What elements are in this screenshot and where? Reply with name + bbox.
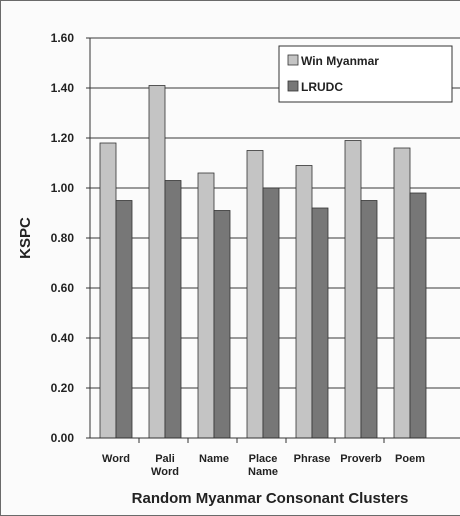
bar-lrudc	[115, 200, 133, 439]
y-tick-label: 0.40	[51, 331, 75, 345]
y-tick-label: 0.00	[51, 431, 75, 445]
bar-lrudc	[164, 180, 182, 439]
bar-lrudc	[262, 187, 280, 439]
bar-lrudc	[311, 207, 329, 439]
y-axis-title: KSPC	[17, 217, 34, 259]
x-tick-label: Phrase	[294, 453, 331, 465]
legend-swatch-win-myanmar	[287, 54, 299, 66]
x-tick-label: Word	[102, 453, 130, 465]
x-tick-label: Name	[248, 466, 278, 478]
bar-win-myanmar	[393, 147, 411, 439]
bar-win-myanmar	[197, 172, 215, 439]
legend-box	[278, 45, 453, 103]
x-tick-label: Pali	[155, 453, 175, 465]
bar-win-myanmar	[99, 142, 117, 439]
x-tick-label: Poem	[395, 453, 425, 465]
x-axis-title: Random Myanmar Consonant Clusters	[132, 490, 409, 507]
y-tick-label: 1.00	[51, 181, 75, 195]
y-tick-label: 0.20	[51, 381, 75, 395]
bar-win-myanmar	[246, 150, 264, 439]
legend-label-lrudc: LRUDC	[301, 80, 343, 94]
bar-win-myanmar	[148, 85, 166, 439]
legend-swatch-lrudc	[287, 80, 299, 92]
legend-label-win-myanmar: Win Myanmar	[301, 54, 379, 68]
x-tick-label: Name	[199, 453, 229, 465]
bar-lrudc	[409, 192, 427, 439]
y-tick-label: 1.20	[51, 131, 75, 145]
bar-win-myanmar	[295, 165, 313, 439]
x-tick-label: Place	[249, 453, 278, 465]
x-tick-label: Word	[151, 466, 179, 478]
x-tick-label: Proverb	[340, 453, 382, 465]
legend: Win Myanmar LRUDC	[278, 45, 453, 103]
bar-lrudc	[213, 210, 231, 439]
y-tick-label: 1.60	[51, 31, 75, 45]
y-tick-labels: 0.00 0.20 0.40 0.60 0.80 1.00 1.20 1.40 1.60	[51, 31, 90, 445]
bars	[99, 85, 427, 439]
y-tick-label: 1.40	[51, 81, 75, 95]
y-tick-label: 0.80	[51, 231, 75, 245]
bar-lrudc	[360, 200, 378, 439]
y-tick-label: 0.60	[51, 281, 75, 295]
bar-win-myanmar	[344, 140, 362, 439]
